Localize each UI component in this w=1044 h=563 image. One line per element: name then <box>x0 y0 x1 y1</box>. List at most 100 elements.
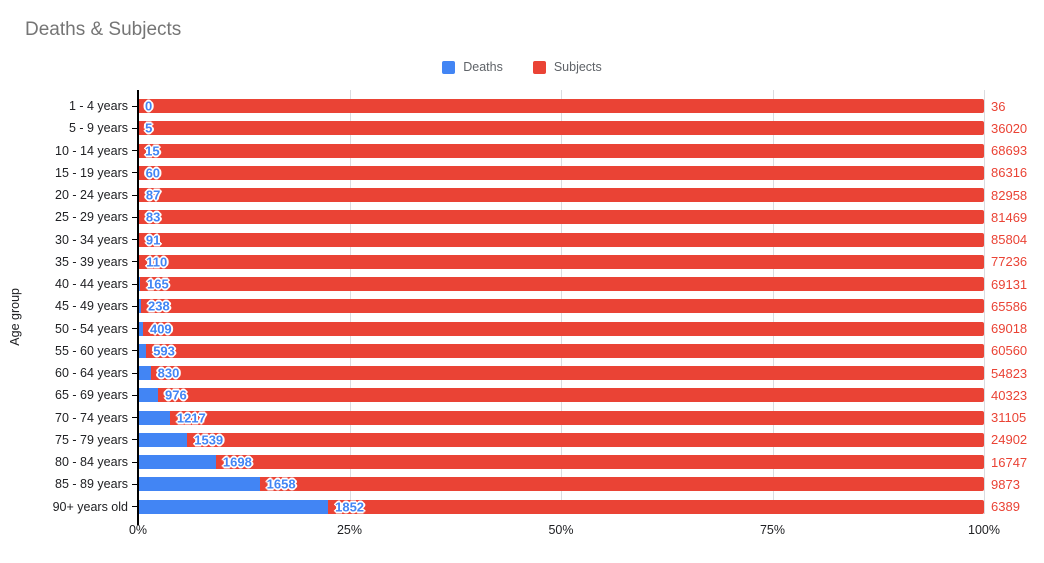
y-axis-tick <box>132 350 138 352</box>
y-axis-tick <box>132 194 138 196</box>
subjects-value-label: 40323 <box>991 387 1028 403</box>
y-axis-tick <box>132 127 138 129</box>
subjects-bar: 110 <box>138 254 984 270</box>
deaths-value-label: 830 <box>157 365 180 381</box>
subjects-bar: 15 <box>138 143 984 159</box>
deaths-bar <box>138 432 188 447</box>
gridline <box>984 90 985 514</box>
subjects-bar: 60 <box>138 165 984 181</box>
chart-row: 40 - 44 years 165 69131 <box>0 273 1044 295</box>
y-axis-category-label: 70 - 74 years <box>55 410 128 425</box>
y-axis-category-label: 75 - 79 years <box>55 432 128 447</box>
y-axis-tick <box>132 483 138 485</box>
y-axis-tick <box>132 261 138 263</box>
y-axis-line <box>137 90 139 525</box>
y-axis-category-label: 55 - 60 years <box>55 343 128 358</box>
subjects-value-label: 68693 <box>991 143 1028 159</box>
legend: Deaths Subjects <box>0 60 1044 74</box>
subjects-bar: 83 <box>138 209 984 225</box>
deaths-value-label: 60 <box>145 165 161 181</box>
deaths-bar <box>138 477 260 492</box>
chart-row: 35 - 39 years 110 77236 <box>0 251 1044 273</box>
subjects-value-label: 77236 <box>991 254 1028 270</box>
subjects-bar: 1658 <box>138 476 984 492</box>
y-axis-tick <box>132 417 138 419</box>
subjects-value-label: 60560 <box>991 343 1028 359</box>
y-axis-tick <box>132 394 138 396</box>
chart-row: 20 - 24 years 87 82958 <box>0 184 1044 206</box>
subjects-value-label: 16747 <box>991 454 1028 470</box>
x-axis-tick-label: 25% <box>336 523 363 537</box>
chart-row: 10 - 14 years 15 68693 <box>0 140 1044 162</box>
deaths-value-label: 165 <box>147 276 169 292</box>
deaths-value-label: 83 <box>145 209 161 225</box>
subjects-value-label: 31105 <box>991 410 1027 426</box>
y-axis-category-label: 20 - 24 years <box>55 188 128 203</box>
y-axis-category-label: 35 - 39 years <box>55 254 128 269</box>
deaths-value-label: 110 <box>146 254 168 270</box>
subjects-bar: 1698 <box>138 455 984 470</box>
subjects-bar: 0 <box>138 98 984 114</box>
subjects-bar: 5 <box>138 120 984 136</box>
y-axis-category-label: 90+ years old <box>52 499 128 514</box>
chart-row: 60 - 64 years 830 54823 <box>0 362 1044 384</box>
y-axis-tick <box>132 283 138 285</box>
y-axis-tick <box>132 461 138 463</box>
chart-row: 75 - 79 years 1539 24902 <box>0 429 1044 451</box>
chart-row: 30 - 34 years 91 85804 <box>0 229 1044 251</box>
legend-swatch-icon <box>532 60 546 74</box>
y-axis-tick <box>132 506 138 508</box>
subjects-bar: 593 <box>138 343 984 358</box>
deaths-value-label: 0 <box>145 98 153 114</box>
y-axis-tick <box>132 305 138 307</box>
legend-item-deaths: Deaths <box>442 60 503 74</box>
deaths-value-label: 1658 <box>266 476 296 492</box>
deaths-value-label: 1217 <box>176 410 206 426</box>
chart-row: 55 - 60 years 593 60560 <box>0 340 1044 362</box>
subjects-bar: 165 <box>138 276 984 292</box>
chart-row: 45 - 49 years 238 65586 <box>0 295 1044 317</box>
subjects-bar: 409 <box>138 321 984 336</box>
x-axis-tick-labels: 0% 25% 50% 75% 100% <box>129 523 1000 539</box>
deaths-value-label: 5 <box>145 120 153 136</box>
subjects-value-label: 82958 <box>991 187 1028 203</box>
y-axis-category-label: 50 - 54 years <box>55 321 128 336</box>
subjects-value-label: 85804 <box>991 232 1028 248</box>
chart-row: 90+ years old 1852 6389 <box>0 496 1044 518</box>
deaths-bar <box>138 343 147 358</box>
y-axis-category-label: 40 - 44 years <box>55 277 128 292</box>
subjects-value-label: 69131 <box>991 276 1028 292</box>
subjects-bar: 1539 <box>138 432 984 448</box>
y-axis-category-label: 85 - 89 years <box>55 477 128 492</box>
subjects-bar: 238 <box>138 299 984 314</box>
y-axis-category-label: 25 - 29 years <box>55 210 128 225</box>
y-axis-category-label: 45 - 49 years <box>55 299 128 314</box>
chart-row: 1 - 4 years 0 36 <box>0 95 1044 117</box>
subjects-value-label: 54823 <box>991 365 1028 381</box>
y-axis-tick <box>132 239 138 241</box>
y-axis-tick <box>132 216 138 218</box>
y-axis-tick <box>132 150 138 152</box>
deaths-value-label: 1539 <box>194 432 224 448</box>
subjects-value-label: 36 <box>991 98 1006 114</box>
y-axis-category-label: 60 - 64 years <box>55 366 128 381</box>
chart-rows: 1 - 4 years 0 36 5 - 9 years 5 36020 10 - 14 y… <box>0 95 1044 518</box>
subjects-value-label: 81469 <box>991 209 1028 225</box>
deaths-value-label: 87 <box>145 187 161 203</box>
subjects-bar: 1852 <box>138 499 984 514</box>
subjects-value-label: 86316 <box>991 165 1028 181</box>
subjects-value-label: 65586 <box>991 298 1028 314</box>
subjects-value-label: 69018 <box>991 321 1028 337</box>
legend-item-subjects: Subjects <box>532 60 602 74</box>
deaths-bar <box>138 366 151 381</box>
deaths-bar <box>138 499 329 514</box>
chart-row: 80 - 84 years 1698 16747 <box>0 451 1044 473</box>
x-axis-tick-label: 75% <box>759 523 786 537</box>
y-axis-category-label: 80 - 84 years <box>55 455 128 470</box>
subjects-bar: 830 <box>138 365 984 381</box>
y-axis-category-label: 10 - 14 years <box>55 143 128 158</box>
deaths-value-label: 15 <box>145 143 160 159</box>
x-axis-tick-label: 0% <box>128 523 148 537</box>
chart-row: 70 - 74 years 1217 31105 <box>0 407 1044 429</box>
